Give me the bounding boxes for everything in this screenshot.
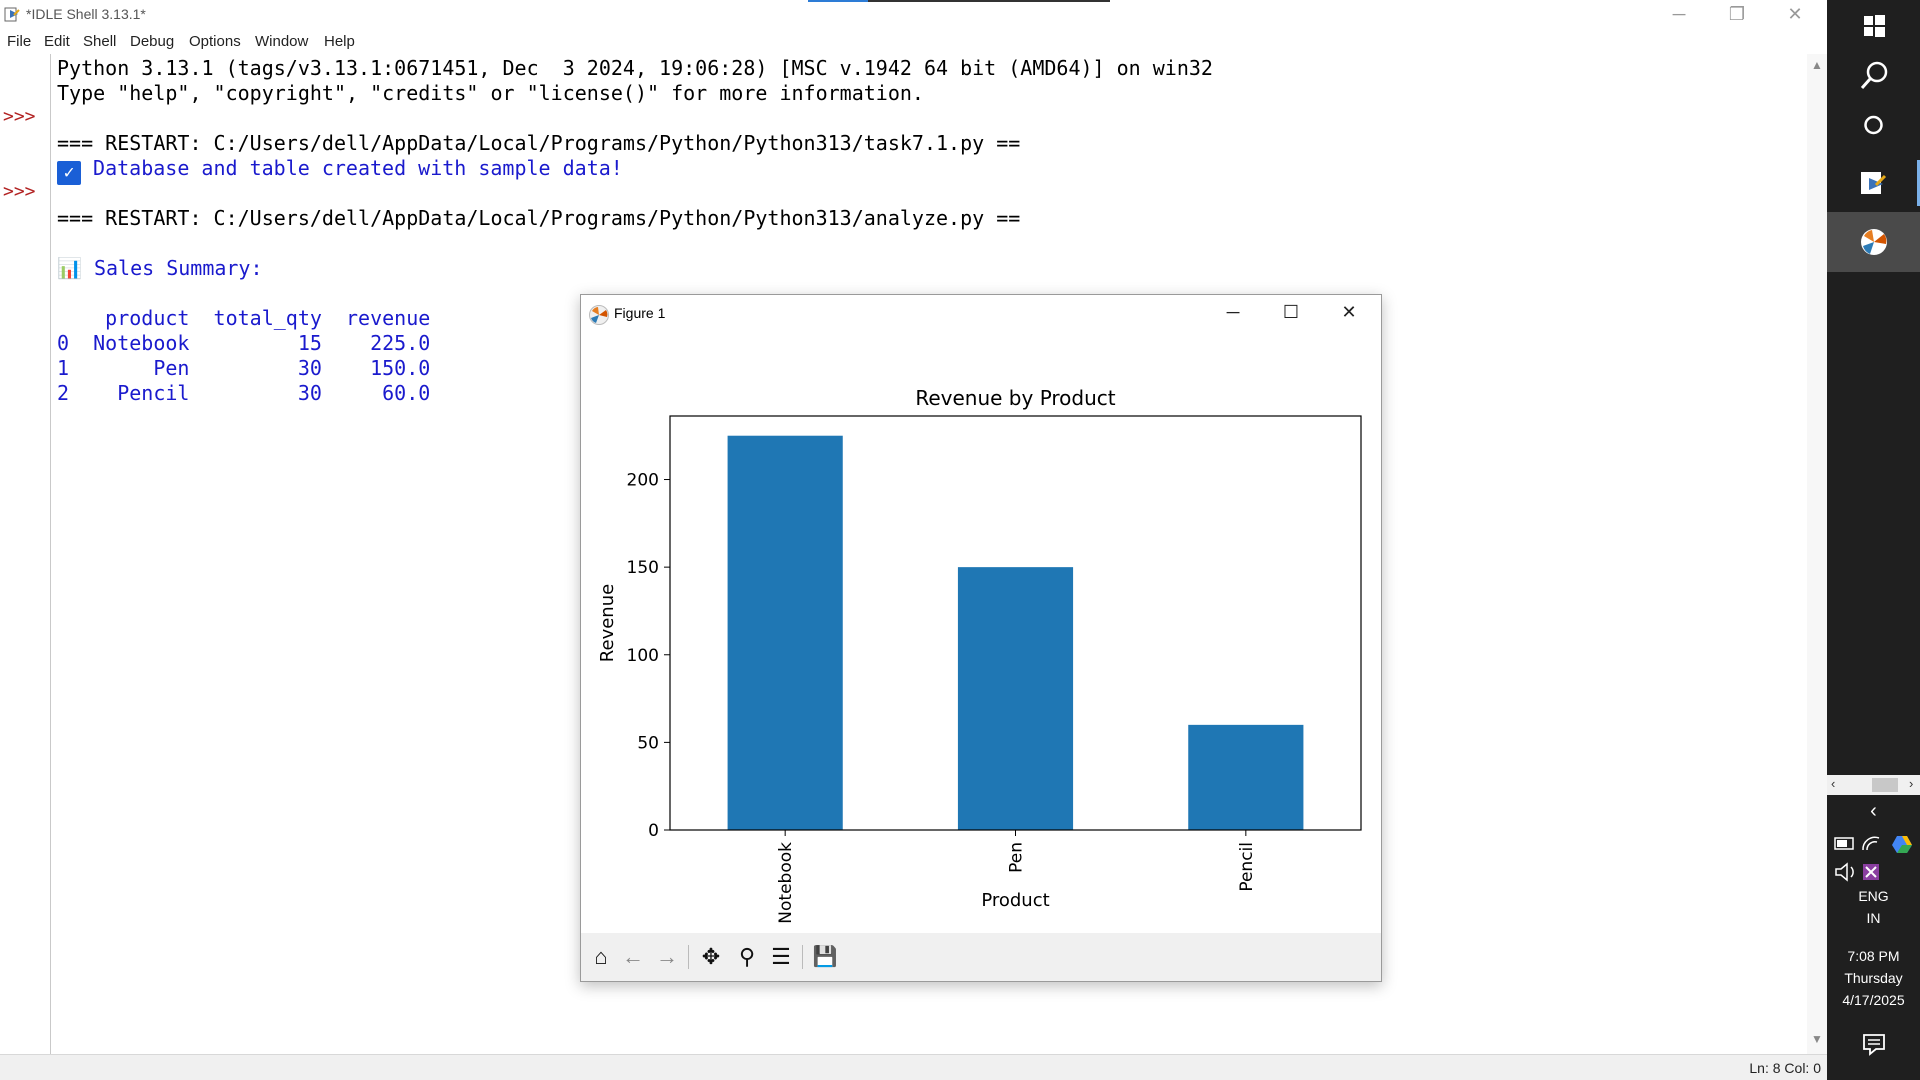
tray-icons[interactable] (1827, 832, 1920, 854)
matplotlib-icon (1861, 229, 1887, 255)
shell-prompt: >>> (3, 181, 36, 202)
close-button[interactable]: ✕ (1787, 4, 1803, 24)
figure-title: Figure 1 (614, 305, 666, 321)
matplotlib-icon (589, 305, 609, 325)
menu-window[interactable]: Window (255, 33, 309, 50)
idle-titlebar: *IDLE Shell 3.13.1* ─ ❐ ✕ (0, 0, 1827, 30)
table-row: 1 Pen 30 150.0 (57, 356, 431, 380)
forward-icon[interactable]: → (656, 944, 678, 969)
pan-icon[interactable]: ✥ (701, 944, 721, 969)
menu-shell[interactable]: Shell (83, 33, 117, 50)
cortana-icon[interactable] (1827, 113, 1920, 137)
clock-day[interactable]: Thursday (1844, 970, 1903, 986)
navigation-toolbar: ⌂ ← → ✥ ⚲ ☰ 💾 (581, 933, 1381, 981)
clock-date[interactable]: 4/17/2025 (1842, 992, 1905, 1008)
revenue-chart: Notebook Pen Pencil 0 50 100 150 200 Revenue by … (597, 386, 1362, 924)
scroll-up-icon[interactable]: ▲ (1811, 58, 1823, 72)
figure-window[interactable]: Figure 1 ─ ☐ ✕ Notebook Pen Pencil 0 50 100 15… (580, 294, 1382, 982)
save-icon[interactable]: 💾 (812, 946, 838, 968)
x-tick-label: Notebook (776, 842, 796, 924)
active-app-indicator (1917, 160, 1920, 206)
tab-indicator-active (808, 0, 868, 2)
prompt-gutter: >>> >>> (0, 54, 51, 1054)
window-title: *IDLE Shell 3.13.1* (26, 6, 146, 22)
menu-bar: File Edit Shell Debug Options Window Hel… (0, 30, 1827, 54)
restart-line: === RESTART: C:/Users/dell/AppData/Local… (57, 131, 1021, 155)
output-line: ✓ Database and table created with sample… (57, 156, 623, 185)
checkbox-icon: ✓ (57, 161, 81, 185)
x-tick-label: Pencil (1237, 842, 1257, 892)
summary-heading: 📊 Sales Summary: (57, 256, 263, 280)
minimize-button[interactable]: ─ (1672, 4, 1686, 24)
idle-app-icon (4, 7, 20, 22)
taskbar-scrollbar[interactable]: ‹ › (1827, 775, 1920, 795)
zoom-icon[interactable]: ⚲ (738, 944, 756, 969)
figure-close-button[interactable]: ✕ (1341, 302, 1357, 322)
x-axis-label: Product (981, 890, 1049, 911)
toolbar-separator (688, 945, 689, 969)
figure-taskbar-button[interactable] (1827, 212, 1920, 272)
taskbar: ‹ › ‹ ENG IN 7:08 PM Thursday 4/17/2025 (1827, 0, 1920, 1080)
y-tick-label: 50 (637, 733, 659, 753)
y-tick-label: 100 (627, 646, 659, 666)
chart-bar (957, 567, 1074, 830)
scroll-thumb[interactable] (1872, 778, 1898, 792)
scroll-right-icon[interactable]: › (1909, 776, 1914, 791)
figure-maximize-button[interactable]: ☐ (1282, 302, 1300, 322)
show-hidden-icons-icon[interactable]: ‹ (1870, 800, 1877, 822)
scroll-left-icon[interactable]: ‹ (1831, 776, 1836, 791)
menu-options[interactable]: Options (189, 33, 241, 50)
scroll-down-icon[interactable]: ▼ (1811, 1032, 1823, 1046)
language-indicator[interactable]: ENG (1858, 888, 1889, 904)
volume-icon[interactable] (1827, 861, 1920, 883)
menu-debug[interactable]: Debug (130, 33, 175, 50)
shell-prompt: >>> (3, 106, 36, 127)
chart-bar (1188, 724, 1304, 830)
restore-button[interactable]: ❐ (1728, 4, 1746, 24)
restart-line: === RESTART: C:/Users/dell/AppData/Local… (57, 206, 1021, 230)
chart-bar (727, 435, 843, 830)
y-tick-label: 150 (627, 558, 659, 578)
figure-canvas[interactable]: Notebook Pen Pencil 0 50 100 150 200 Revenue by … (581, 331, 1381, 933)
figure-minimize-button[interactable]: ─ (1226, 302, 1240, 322)
y-tick-label: 200 (627, 471, 659, 491)
tab-indicator (808, 0, 1110, 2)
cursor-position: Ln: 8 Col: 0 (1749, 1060, 1821, 1076)
table-row: 2 Pencil 30 60.0 (57, 381, 431, 405)
toolbar-separator (802, 945, 803, 969)
menu-help[interactable]: Help (324, 33, 355, 50)
python-version-line: Python 3.13.1 (tags/v3.13.1:0671451, Dec… (57, 56, 1213, 80)
status-bar: Ln: 8 Col: 0 (0, 1054, 1827, 1080)
y-axis-label: Revenue (597, 584, 618, 662)
clock-time[interactable]: 7:08 PM (1847, 948, 1900, 964)
table-row: 0 Notebook 15 225.0 (57, 331, 431, 355)
idle-taskbar-icon[interactable] (1827, 168, 1920, 198)
language-region[interactable]: IN (1866, 910, 1881, 926)
chart-title: Revenue by Product (915, 386, 1115, 410)
axes-frame (669, 415, 1362, 831)
menu-edit[interactable]: Edit (44, 33, 70, 50)
help-info-line: Type "help", "copyright", "credits" or "… (57, 81, 924, 105)
menu-file[interactable]: File (7, 33, 32, 50)
vertical-scrollbar[interactable]: ▲ ▼ (1807, 54, 1827, 1054)
y-tick-label: 0 (648, 821, 659, 841)
back-icon[interactable]: ← (622, 944, 644, 969)
notifications-icon[interactable] (1827, 1032, 1920, 1056)
configure-subplots-icon[interactable]: ☰ (771, 944, 791, 969)
windows-start-icon[interactable] (1827, 14, 1920, 38)
x-tick-label: Pen (1007, 842, 1027, 873)
home-icon[interactable]: ⌂ (594, 944, 608, 969)
search-icon[interactable] (1827, 60, 1920, 90)
figure-titlebar[interactable]: Figure 1 ─ ☐ ✕ (581, 295, 1381, 331)
output-text: Database and table created with sample d… (81, 156, 623, 180)
table-header: product total_qty revenue (57, 306, 431, 330)
